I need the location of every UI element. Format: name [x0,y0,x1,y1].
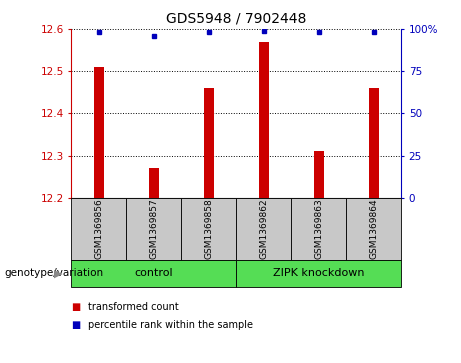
Title: GDS5948 / 7902448: GDS5948 / 7902448 [166,11,307,25]
Bar [314,151,324,198]
Bar [259,42,269,198]
Bar [204,88,214,198]
Text: ▶: ▶ [54,268,62,278]
Text: genotype/variation: genotype/variation [5,268,104,278]
Bar [291,198,346,260]
Bar [181,198,236,260]
Text: GSM1369858: GSM1369858 [204,198,213,259]
Text: ZIPK knockdown: ZIPK knockdown [273,268,364,278]
Text: percentile rank within the sample: percentile rank within the sample [88,320,253,330]
Bar [236,198,291,260]
Bar [94,67,104,198]
Text: GSM1369864: GSM1369864 [369,198,378,259]
Bar [71,198,126,260]
Text: GSM1369862: GSM1369862 [259,198,268,259]
Bar [126,198,181,260]
Text: GSM1369857: GSM1369857 [149,198,159,259]
Bar [236,260,401,287]
Bar [149,168,159,198]
Text: GSM1369856: GSM1369856 [95,198,103,259]
Text: ■: ■ [71,302,81,312]
Text: control: control [135,268,173,278]
Bar [71,260,236,287]
Bar [369,88,378,198]
Bar [346,198,401,260]
Text: ■: ■ [71,320,81,330]
Text: transformed count: transformed count [88,302,178,312]
Text: GSM1369863: GSM1369863 [314,198,323,259]
